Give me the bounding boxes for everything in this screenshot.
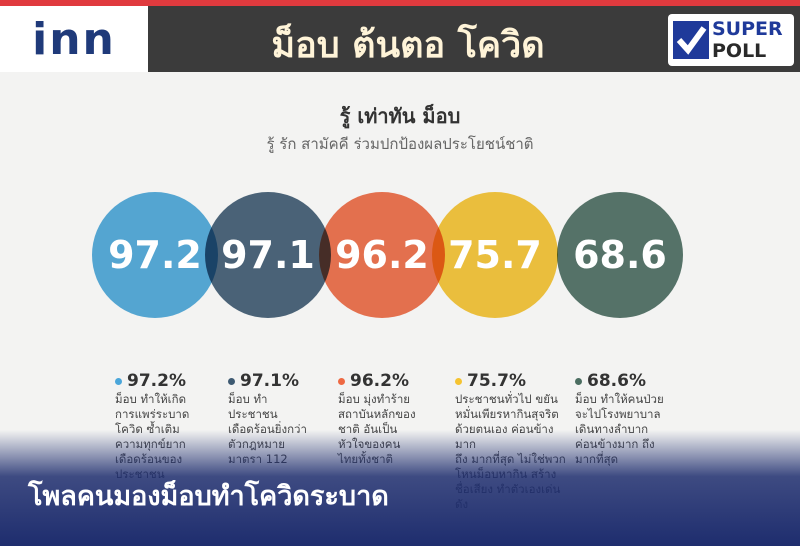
item-text: ม็อบ มุ่งทำร้าย: [338, 392, 411, 406]
badge-text: POLL: [712, 40, 767, 62]
infographic-subtitle: รู้ รัก สามัคคี ร่วมปกป้องผลประโยชน์ชาติ: [266, 135, 534, 153]
item-text: สถาบันหลักของ: [338, 407, 416, 421]
item-text: จะไปโรงพยาบาล: [575, 407, 661, 421]
top-stripe: [0, 0, 800, 6]
logo: inn: [0, 6, 148, 72]
item-label: 75.7%: [467, 371, 526, 391]
infographic-title: รู้ เท่าทัน ม็อบ: [339, 104, 461, 128]
item-text: หมั่นเพียรหากินสุจริต: [455, 407, 559, 421]
item-header: 97.1%: [228, 370, 343, 392]
circle-value: 97.1: [221, 233, 315, 277]
circle-value: 68.6: [573, 233, 667, 277]
caption: โพลคนมองม็อบทำโควิดระบาด: [28, 481, 389, 512]
item-header: 68.6%: [575, 370, 690, 392]
item-text: ประชาชน: [228, 407, 278, 421]
item-label: 96.2%: [350, 371, 409, 391]
item-header: 96.2%: [338, 370, 453, 392]
title: ม็อบ ต้นตอ โควิด: [271, 25, 545, 66]
check-icon: [673, 21, 709, 59]
item-header: 75.7%: [455, 370, 570, 392]
item-text: ม็อบ ทำ: [228, 392, 268, 406]
dot: [338, 377, 345, 385]
item-text: ม็อบ ทำให้เกิด: [115, 392, 187, 406]
badge-text: SUPER: [712, 18, 783, 40]
item-label: 68.6%: [587, 371, 646, 391]
circle-value: 75.7: [448, 233, 542, 277]
item-label: 97.2%: [127, 371, 186, 391]
circle: [319, 192, 445, 318]
item-label: 97.1%: [240, 371, 299, 391]
caption-overlay: [0, 430, 800, 546]
circle: [92, 192, 218, 318]
badge: SUPER POLL: [668, 14, 794, 66]
circle-value: 97.2: [108, 233, 202, 277]
title-bar: ม็อบ ต้นตอ โควิด SUPER POLL: [148, 6, 800, 72]
circle-value: 96.2: [335, 233, 429, 277]
dot: [228, 377, 235, 385]
circle: [432, 192, 558, 318]
item-header: 97.2%: [115, 370, 230, 392]
dot: [115, 377, 122, 385]
item-text: ม็อบ ทำให้คนป่วย: [575, 392, 664, 406]
dot: [455, 377, 462, 385]
dot: [575, 377, 582, 385]
item-text: การแพร่ระบาด: [115, 407, 190, 421]
circle: [205, 192, 331, 318]
circle: [557, 192, 683, 318]
item-text: ประชาชนทั่วไป ขยัน: [455, 392, 558, 406]
